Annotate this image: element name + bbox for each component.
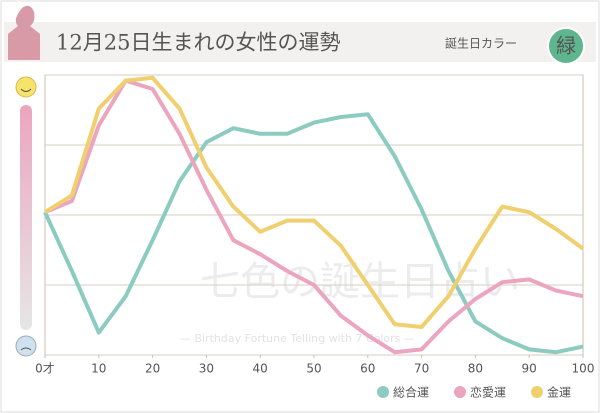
happy-icon bbox=[15, 76, 37, 98]
legend-swatch bbox=[377, 386, 389, 398]
figure-icon bbox=[8, 5, 40, 60]
x-tick-label: 40 bbox=[253, 362, 268, 376]
x-tick-label: 50 bbox=[306, 362, 321, 376]
sad-mouth bbox=[20, 347, 32, 351]
x-tick-label: 90 bbox=[522, 362, 537, 376]
x-tick-label: 30 bbox=[199, 362, 214, 376]
legend-swatch bbox=[454, 386, 466, 398]
color-label: 誕生日カラー bbox=[445, 37, 517, 51]
x-tick-label: 60 bbox=[360, 362, 375, 376]
x-tick-label: 80 bbox=[468, 362, 483, 376]
legend-label: 恋愛運 bbox=[470, 385, 506, 400]
x-tick-label: 100 bbox=[572, 362, 595, 376]
watermark-sub: — Birthday Fortune Telling with 7 Colors… bbox=[180, 332, 415, 345]
legend-label: 総合運 bbox=[393, 385, 429, 400]
header-band bbox=[4, 22, 596, 62]
watermark: 七色の誕生日占い bbox=[200, 259, 520, 305]
x-tick-label: 10 bbox=[91, 362, 106, 376]
x-tick-label: 20 bbox=[145, 362, 160, 376]
series-line bbox=[43, 75, 585, 329]
happy-mouth bbox=[20, 88, 32, 92]
x-tick-label: 70 bbox=[414, 362, 429, 376]
series-line bbox=[43, 112, 584, 355]
color-name: 緑 bbox=[556, 34, 576, 58]
color-badge bbox=[547, 27, 585, 65]
legend-label: 金運 bbox=[547, 385, 571, 400]
series-line bbox=[44, 78, 584, 355]
chart-title: 12月25日生まれの女性の運勢 bbox=[56, 31, 340, 55]
legend-swatch bbox=[531, 386, 543, 398]
mood-bar bbox=[20, 105, 32, 330]
x-tick-label: 0才 bbox=[35, 362, 55, 376]
sad-icon bbox=[15, 335, 37, 357]
